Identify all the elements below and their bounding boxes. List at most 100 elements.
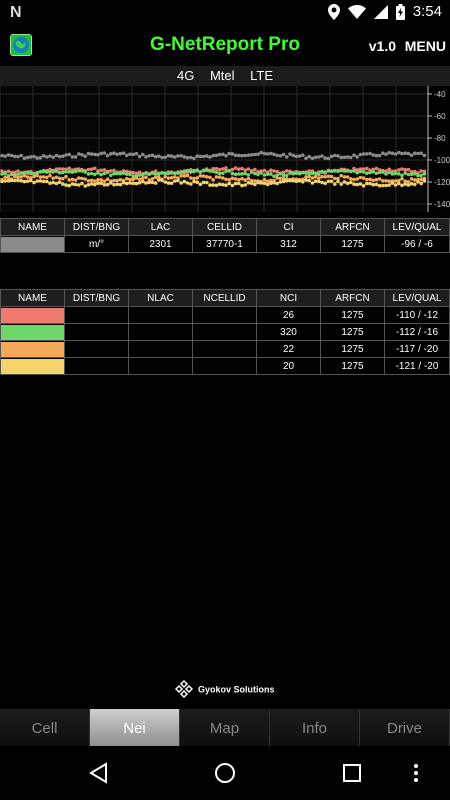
chart-point	[217, 152, 222, 157]
chart-point	[249, 153, 254, 157]
neighbor-arfcn: 1275	[320, 340, 385, 358]
chart-tick-label: -40	[434, 90, 446, 99]
table-row[interactable]: 20 1275 -121 / -20	[0, 357, 450, 375]
chart-point	[221, 176, 225, 180]
table-row[interactable]: 22 1275 -117 / -20	[0, 340, 450, 358]
table-row[interactable]: m/° 2301 37770-1 312 1275 -96 / -6	[0, 235, 450, 253]
chart-point	[281, 179, 286, 184]
chart-point	[166, 181, 171, 185]
chart-point	[134, 181, 139, 186]
chart-point	[406, 180, 411, 184]
chart-point	[6, 176, 11, 180]
serving-color-swatch	[0, 235, 65, 253]
chart-point	[409, 177, 414, 181]
chart-point	[141, 176, 145, 180]
chart-point	[221, 182, 225, 187]
chart-point	[157, 171, 161, 176]
chart-point	[393, 179, 398, 183]
chart-point	[349, 180, 353, 185]
chart-point	[217, 171, 222, 176]
chart-point	[99, 172, 103, 177]
menu-button[interactable]: MENU	[404, 38, 446, 54]
home-icon[interactable]	[214, 762, 236, 784]
overflow-menu-icon[interactable]	[413, 762, 419, 784]
chart-point	[86, 183, 91, 187]
tab-drive[interactable]: Drive	[360, 709, 450, 746]
chart-point	[45, 170, 49, 174]
back-icon[interactable]	[88, 762, 108, 784]
chart-point	[233, 181, 238, 186]
chart-point	[272, 152, 276, 157]
chart-point	[240, 176, 244, 181]
battery-icon	[395, 3, 405, 20]
tab-cell[interactable]: Cell	[0, 709, 90, 746]
chart-point	[179, 170, 183, 175]
neighbor-levqual: -110 / -12	[384, 306, 450, 324]
chart-point	[365, 177, 369, 182]
chart-point	[0, 169, 4, 173]
chart-tick-label: -100	[434, 156, 450, 165]
chart-point	[67, 178, 71, 182]
chart-point	[121, 180, 126, 185]
chart-point	[16, 172, 20, 177]
chart-point	[317, 172, 321, 177]
chart-point	[160, 155, 164, 160]
chart-point	[182, 155, 187, 159]
chart-point	[105, 177, 110, 181]
chart-point	[93, 152, 97, 157]
tab-map[interactable]: Map	[180, 709, 270, 746]
table-row[interactable]: 26 1275 -110 / -12	[0, 306, 450, 324]
chart-point	[281, 152, 286, 157]
chart-point	[35, 171, 39, 175]
chart-point	[214, 170, 219, 175]
chart-point	[195, 176, 199, 180]
chart-point	[19, 171, 24, 175]
chart-point	[371, 153, 376, 157]
chart-point	[128, 181, 132, 185]
chart-point	[323, 156, 328, 160]
neighbor-color-swatch	[0, 306, 65, 324]
tab-nei[interactable]: Nei	[90, 709, 180, 746]
chart-point	[403, 179, 408, 183]
chart-point	[182, 169, 187, 173]
chart-point	[387, 150, 392, 155]
chart-point	[3, 154, 7, 158]
chart-point	[243, 183, 247, 187]
chart-point	[422, 153, 427, 158]
globe-icon[interactable]	[10, 34, 32, 56]
chart-point	[147, 172, 151, 177]
chart-point	[390, 181, 395, 185]
chart-point	[144, 171, 148, 175]
chart-point	[182, 174, 187, 178]
chart-point	[128, 177, 132, 182]
chart-point	[102, 179, 107, 183]
neighbor-levqual: -117 / -20	[384, 340, 450, 358]
neighbor-dist	[64, 340, 129, 358]
col-ncellid: NCELLID	[192, 289, 257, 307]
chart-point	[19, 153, 24, 158]
neighbor-levqual: -112 / -16	[384, 323, 450, 341]
serving-header-row: NAME DIST/BNG LAC CELLID CI ARFCN LEV/QU…	[0, 218, 450, 236]
chart-point	[416, 151, 420, 156]
chart-point	[64, 174, 68, 179]
chart-point	[400, 183, 404, 188]
chart-point	[352, 182, 356, 186]
chart-point	[112, 178, 116, 183]
tab-info[interactable]: Info	[270, 709, 360, 746]
chart-point	[211, 166, 215, 171]
chart-point	[259, 171, 264, 175]
chart-point	[243, 171, 247, 176]
table-row[interactable]: 320 1275 -112 / -16	[0, 323, 450, 341]
chart-point	[109, 169, 113, 173]
chart-point	[150, 177, 155, 181]
recents-icon[interactable]	[342, 762, 362, 784]
chart-point	[109, 181, 113, 185]
chart-tick-label: -140	[434, 200, 450, 209]
chart-point	[313, 171, 318, 176]
brand-name: Gyokov Solutions	[198, 684, 275, 695]
chart-point	[265, 182, 270, 187]
chart-point	[131, 152, 135, 157]
chart-point	[195, 168, 199, 172]
chart-point	[131, 177, 135, 182]
chart-point	[387, 179, 392, 183]
